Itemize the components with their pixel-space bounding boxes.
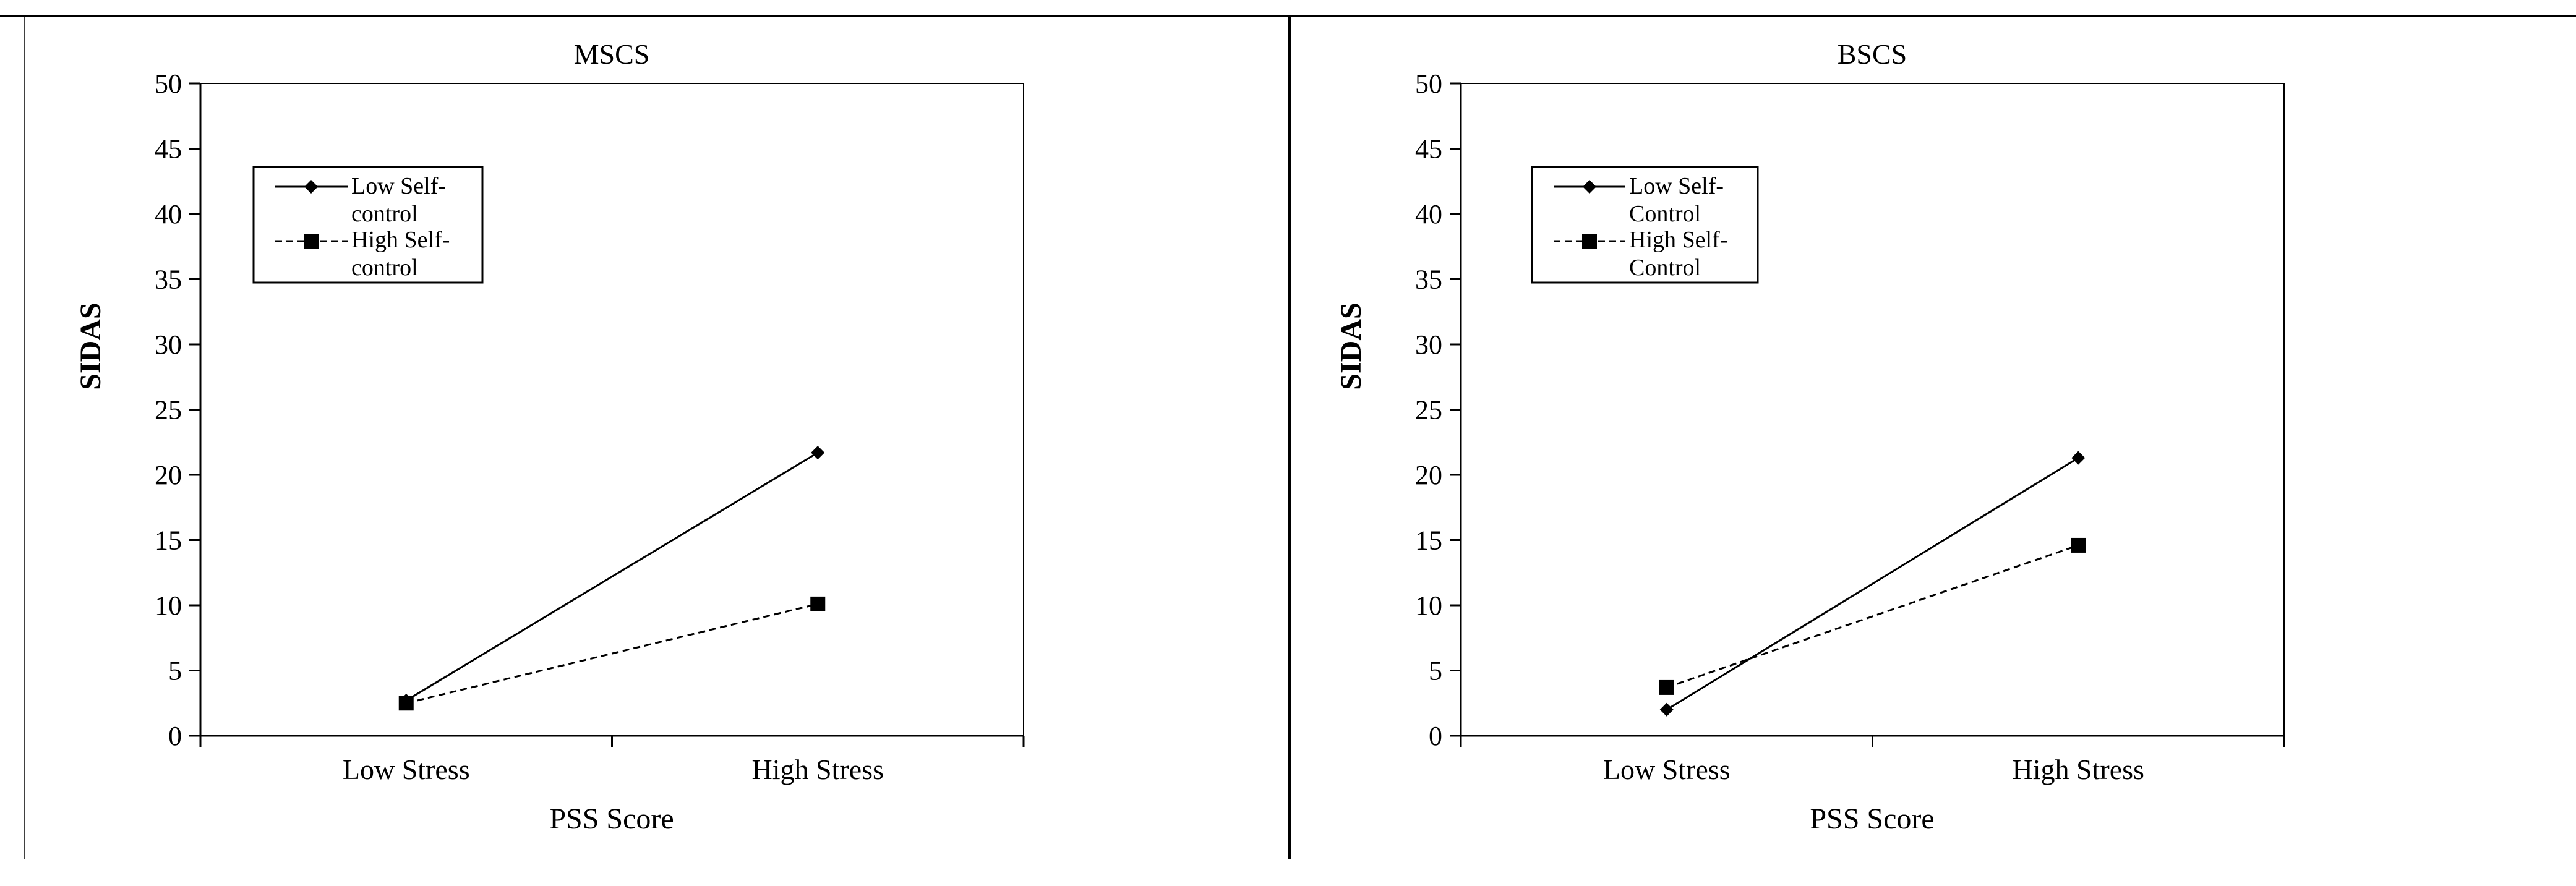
legend-label: control — [351, 201, 418, 227]
legend-label: Low Self- — [1629, 173, 1724, 199]
data-point-square — [810, 596, 826, 611]
legend: Low Self- control High Self- control — [252, 166, 484, 284]
series-line — [406, 603, 818, 704]
y-tick-label: 0 — [1429, 721, 1442, 751]
y-tick-label: 50 — [155, 69, 182, 99]
chart-panel-mscs: MSCS SIDAS PSS Score 0 5 10 15 20 25 30 35 40 45 5… — [74, 38, 1025, 835]
data-point-diamond — [811, 446, 825, 460]
x-tick-label: High Stress — [752, 754, 884, 785]
series-line — [1666, 544, 2079, 689]
y-tick-label: 35 — [1415, 265, 1442, 295]
legend-square-marker — [304, 234, 319, 249]
y-tick-label: 20 — [1415, 460, 1442, 490]
y-tick-label: 50 — [1415, 69, 1442, 99]
data-point-diamond — [1659, 702, 1674, 717]
legend: Low Self- Control High Self- Control — [1531, 166, 1759, 284]
chart-title: BSCS — [1838, 38, 1907, 70]
x-tick-label: High Stress — [2013, 754, 2144, 785]
y-axis-label: SIDAS — [1335, 302, 1367, 390]
data-point-square — [398, 696, 414, 711]
x-tick-label: Low Stress — [343, 754, 470, 785]
y-axis-label: SIDAS — [74, 302, 107, 390]
legend-label: Low Self- — [351, 173, 446, 199]
series-line — [1666, 457, 2079, 711]
plot-area: 0 5 10 15 20 25 30 35 40 45 50 Low Stress High Stres… — [1415, 69, 2285, 785]
y-tick-label: 10 — [1415, 590, 1442, 621]
y-tick-label: 40 — [155, 199, 182, 229]
legend-diamond-marker — [304, 180, 318, 194]
legend-label: Control — [1629, 201, 1701, 227]
y-tick-label: 15 — [1415, 526, 1442, 556]
y-tick-label: 5 — [1429, 656, 1442, 686]
y-tick-label: 0 — [168, 721, 182, 751]
data-point-square — [1659, 679, 1674, 695]
series-line — [405, 451, 819, 702]
y-tick-label: 30 — [1415, 330, 1442, 360]
y-tick-label: 25 — [155, 395, 182, 425]
plot-frame — [200, 83, 1024, 736]
data-point-square — [2071, 537, 2086, 553]
data-point-diamond — [2071, 451, 2086, 465]
y-tick-label: 45 — [155, 134, 182, 164]
legend-label: control — [351, 255, 418, 281]
legend-label: Control — [1629, 255, 1701, 281]
x-axis-label: PSS Score — [549, 803, 674, 835]
plot-frame — [1461, 83, 2285, 736]
y-tick-label: 20 — [155, 460, 182, 490]
x-tick-label: Low Stress — [1603, 754, 1731, 785]
legend-label: High Self- — [1629, 227, 1727, 253]
chart-title: MSCS — [574, 38, 650, 70]
y-tick-label: 10 — [155, 590, 182, 621]
legend-square-marker — [1582, 234, 1597, 249]
y-tick-label: 5 — [168, 656, 182, 686]
chart-panel-bscs: BSCS SIDAS PSS Score 0 5 10 15 20 25 30 35 40 45 5… — [1335, 38, 2285, 835]
y-tick-label: 25 — [1415, 395, 1442, 425]
plot-area: 0 5 10 15 20 25 30 35 40 45 50 Low Stress High Stres… — [155, 69, 1025, 785]
legend-label: High Self- — [351, 227, 450, 253]
x-axis-label: PSS Score — [1810, 803, 1934, 835]
y-tick-label: 45 — [1415, 134, 1442, 164]
y-tick-label: 35 — [155, 265, 182, 295]
y-tick-label: 30 — [155, 330, 182, 360]
y-tick-label: 40 — [1415, 199, 1442, 229]
y-tick-label: 15 — [155, 526, 182, 556]
legend-diamond-marker — [1583, 180, 1596, 194]
